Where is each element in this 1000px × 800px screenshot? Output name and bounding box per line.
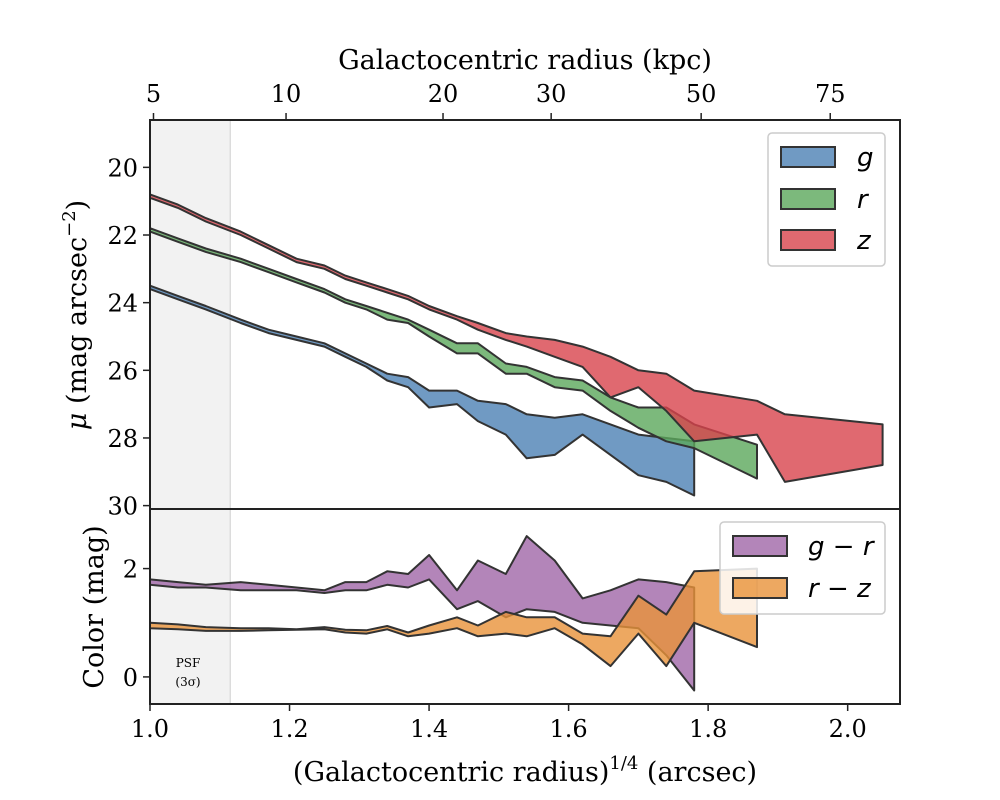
- legend-top: g r z: [767, 132, 886, 267]
- top-y-axis-label: μ (mag arcsec−2): [59, 200, 93, 430]
- top-xtick-label-30: 30: [536, 80, 567, 108]
- top-xtick-label-20: 20: [428, 80, 459, 108]
- legend-swatch-g-r: [732, 535, 788, 557]
- legend-swatch-r-z: [732, 577, 788, 599]
- top-ytick-label-20: 20: [107, 154, 138, 182]
- psf-sigma-label: (3σ): [175, 675, 200, 689]
- xtick-label-2.0: 2.0: [829, 715, 867, 743]
- legend-label-z: z: [856, 226, 872, 256]
- legend-swatch-g: [780, 146, 836, 168]
- legend-bottom: g − r r − z: [719, 521, 886, 615]
- legend-label-r-z: r − z: [808, 574, 872, 604]
- bottom-ytick-label-0: 0: [123, 664, 138, 692]
- top-ytick-label-30: 30: [107, 493, 138, 521]
- legend-label-r: r: [857, 185, 870, 215]
- band-g-r: [149, 535, 696, 692]
- legend-label-g-r: g − r: [808, 532, 876, 562]
- color-bands: [149, 535, 758, 692]
- top-xtick-label-5: 5: [146, 80, 161, 108]
- axis-ticks: 20 22 24 26 28 30 5 10 20 30 50 75 0 2 1.0 1.2 1.4 1.6 1.8…: [107, 80, 866, 743]
- top-xtick-label-75: 75: [815, 80, 846, 108]
- legend-swatch-r: [780, 188, 836, 210]
- top-ytick-label-24: 24: [107, 290, 138, 318]
- top-ytick-label-22: 22: [107, 222, 138, 250]
- band-g: [149, 284, 696, 497]
- surface-brightness-bands: [149, 193, 884, 497]
- top-xtick-label-50: 50: [686, 80, 717, 108]
- band-z: [149, 193, 884, 483]
- bottom-ytick-label-2: 2: [123, 556, 138, 584]
- legend-swatch-z: [780, 229, 836, 251]
- band-r: [149, 227, 758, 480]
- xtick-label-1.6: 1.6: [550, 715, 588, 743]
- xtick-label-1.0: 1.0: [131, 715, 169, 743]
- top-ytick-label-26: 26: [107, 357, 138, 385]
- psf-region: [149, 119, 231, 705]
- bottom-axis-label: (Galactocentric radius)1/4 (arcsec): [293, 753, 757, 788]
- psf-label: PSF: [176, 656, 201, 670]
- bottom-y-axis-label: Color (mag): [79, 525, 110, 688]
- xtick-label-1.2: 1.2: [270, 715, 308, 743]
- xtick-label-1.8: 1.8: [689, 715, 727, 743]
- legend-label-g: g: [857, 143, 874, 173]
- bottom-panel-frame: [149, 508, 901, 705]
- top-ytick-label-28: 28: [107, 425, 138, 453]
- top-xtick-label-10: 10: [271, 80, 302, 108]
- top-axis-label: Galactocentric radius (kpc): [338, 45, 712, 76]
- xtick-label-1.4: 1.4: [410, 715, 448, 743]
